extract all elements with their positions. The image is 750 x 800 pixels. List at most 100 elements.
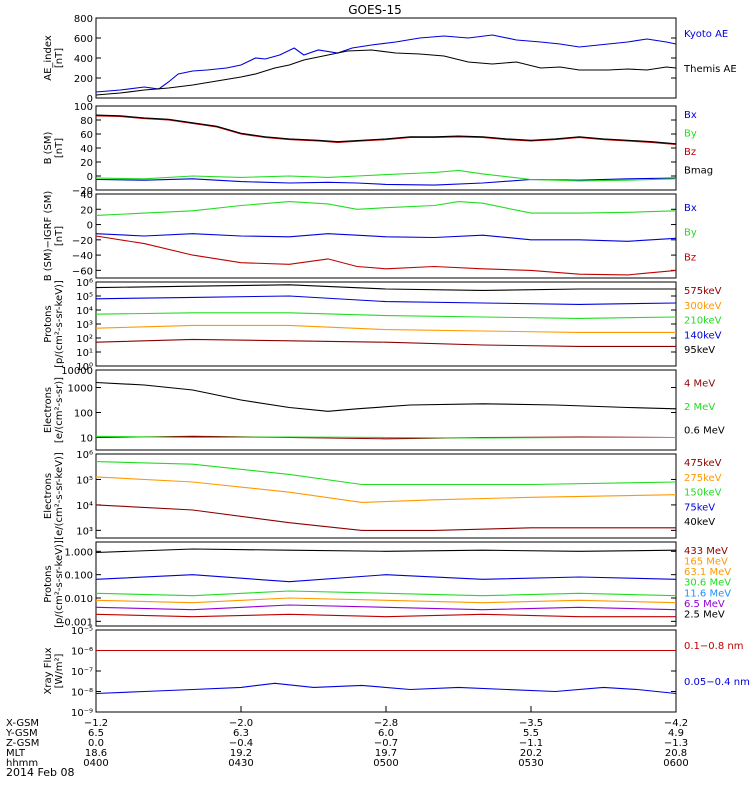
legend-label: By [684, 228, 697, 239]
series-line [95, 597, 677, 604]
x-tick-label: 0530 [518, 758, 543, 769]
y-axis-label: Protons[p/(cm²-s-sr-keV)] [43, 540, 65, 628]
legend-label: 2 MeV [684, 402, 715, 413]
series-line [95, 49, 677, 96]
y-tick-label: 10¹ [76, 348, 93, 359]
y-axis-label: Protons[p/(cm²-s-sr-keV)] [43, 280, 65, 368]
y-tick-label: 10⁵ [76, 292, 93, 303]
series-line [95, 34, 677, 93]
x-tick-label: −1.1 [519, 738, 543, 749]
legend-label: 40keV [684, 517, 715, 528]
y-tick-label: 0.010 [64, 594, 93, 605]
series-line [95, 548, 677, 554]
x-tick-label: 4.9 [668, 728, 684, 739]
x-tick-label: 0.0 [88, 738, 104, 749]
y-tick-label: 10⁻⁶ [71, 647, 93, 658]
panel-7: 0.001 0.010 0.100 1.000Protons[p/(cm²-s-sr-… [43, 540, 731, 628]
panel-frame [95, 105, 677, 191]
x-tick-label: −1.2 [84, 718, 108, 729]
legend-label: 300keV [684, 301, 722, 312]
panel-frame [95, 281, 677, 367]
x-tick-label: 6.0 [378, 728, 394, 739]
legend-label: 63.1 MeV [684, 567, 731, 578]
x-tick-label: 0600 [663, 758, 688, 769]
series-line [95, 461, 677, 486]
y-tick-label: 10000 [61, 366, 93, 377]
y-tick-label: −20 [72, 236, 93, 247]
y-axis-label: Xray Flux[W/m²] [43, 647, 65, 694]
y-tick-label: 60 [80, 130, 93, 141]
legend-label: 75keV [684, 502, 715, 513]
panel-6: 10³ 10⁴ 10⁵ 10⁶ Electrons[e/(cm²-s-sr-keV)] 4… [43, 450, 722, 540]
y-tick-label: 0 [87, 172, 93, 183]
legend-label: 6.5 MeV [684, 599, 725, 610]
x-tick-label: −0.7 [374, 738, 398, 749]
y-axis-label: Electrons[e/(cm²-s-sr)] [43, 377, 65, 443]
x-tick-label: 20.2 [520, 748, 542, 759]
legend-label: Bz [684, 252, 696, 263]
legend-label: 11.6 MeV [684, 588, 731, 599]
date-label: 2014 Feb 08 [6, 766, 74, 779]
series-line [95, 115, 677, 146]
y-tick-label: 0 [87, 94, 93, 105]
x-tick-label: −2.0 [229, 718, 253, 729]
series-line [95, 476, 677, 503]
y-tick-label: 20 [80, 205, 93, 216]
legend-label: Kyoto AE [684, 29, 728, 40]
series-line [95, 177, 677, 186]
legend-label: 95keV [684, 345, 715, 356]
series-line [95, 613, 676, 618]
y-tick-label: 10⁻⁵ [71, 626, 93, 637]
y-tick-label: 100 [74, 409, 93, 420]
legend-label: 475keV [684, 458, 722, 469]
x-tick-label: 20.8 [665, 748, 687, 759]
y-tick-label: 10⁴ [76, 306, 93, 317]
panel-8: 10⁻⁹ 10⁻⁸ 10⁻⁷ 10⁻⁶ 10⁻⁵ Xray Flux[W/m²] 0.1−0… [43, 626, 750, 719]
series-line [95, 235, 677, 276]
x-tick-label: 6.3 [233, 728, 249, 739]
y-tick-label: 40 [80, 144, 93, 155]
legend-label: 433 MeV [684, 546, 728, 557]
panel-frame [95, 193, 677, 279]
series-line [95, 590, 677, 597]
y-tick-label: 10⁰ [76, 362, 93, 373]
series-line [95, 201, 677, 216]
legend-label: By [684, 129, 697, 140]
legend-label: 30.6 MeV [684, 578, 731, 589]
y-tick-label: 10⁶ [76, 278, 93, 289]
panel-2: −20 0 20 40 60 80 100 B (SM)[nT] Bx By Bz Bmag [43, 102, 713, 197]
series-line [95, 682, 677, 695]
series-line [95, 604, 677, 611]
x-tick-label: 0430 [228, 758, 253, 769]
legend-label: 0.05−0.4 nm [684, 677, 750, 688]
y-tick-label: 10⁵ [76, 475, 93, 486]
x-tick-label: 19.7 [375, 748, 397, 759]
y-tick-label: 100 [74, 102, 93, 113]
y-tick-label: −20 [72, 186, 93, 197]
x-axis-row-label: Z-GSM [6, 738, 39, 749]
series-line [95, 324, 676, 333]
series-line [95, 574, 677, 583]
y-tick-label: −60 [72, 266, 93, 277]
x-tick-label: −0.4 [229, 738, 253, 749]
x-tick-label: 18.6 [85, 748, 107, 759]
y-tick-label: 200 [74, 74, 93, 85]
legend-label: 140keV [684, 330, 722, 341]
y-tick-label: 0 [87, 221, 93, 232]
legend-label: 2.5 MeV [684, 609, 725, 620]
legend-label: 575keV [684, 286, 722, 297]
y-tick-label: 1.000 [64, 547, 93, 558]
x-tick-label: 6.5 [88, 728, 104, 739]
panel-4: 10⁰ 10¹ 10² 10³ 10⁴ 10⁵ 10⁶ Protons[p/(cm²-s-sr… [43, 278, 722, 373]
legend-label: Bmag [684, 166, 713, 177]
panel-frame [95, 541, 677, 627]
x-tick-label: 0400 [83, 758, 108, 769]
y-tick-label: 10³ [76, 320, 93, 331]
plot-title: GOES-15 [348, 3, 402, 17]
y-tick-label: 10⁻⁷ [71, 667, 93, 678]
series-line [95, 284, 676, 291]
x-tick-label: 0500 [373, 758, 398, 769]
